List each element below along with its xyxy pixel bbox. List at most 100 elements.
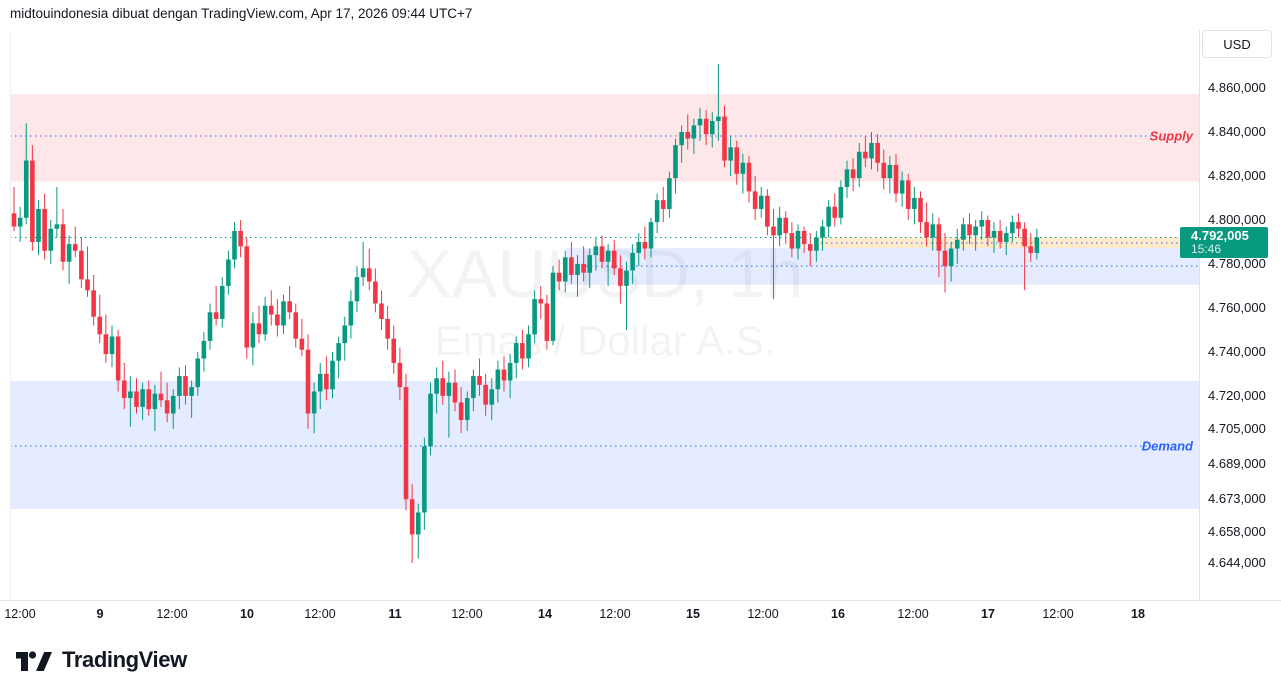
candle-body bbox=[703, 118, 709, 135]
candle-body bbox=[30, 160, 35, 242]
candle-body bbox=[660, 200, 666, 209]
candle-body bbox=[66, 244, 72, 262]
time-tick-label: 11 bbox=[388, 607, 402, 621]
candle-body bbox=[397, 362, 403, 388]
candle-body bbox=[562, 257, 568, 282]
candle-body bbox=[905, 180, 911, 209]
candle-body bbox=[403, 387, 409, 500]
candle-body bbox=[501, 369, 507, 381]
candle-body bbox=[997, 230, 1003, 242]
footer-bar: TradingView bbox=[0, 632, 1281, 688]
candle-body bbox=[801, 230, 807, 245]
candle-body bbox=[697, 118, 703, 126]
candle-body bbox=[728, 147, 733, 161]
candle-body bbox=[385, 318, 390, 339]
candle-body bbox=[673, 145, 678, 179]
candle-body bbox=[679, 131, 684, 146]
price-axis[interactable]: 4.860,000 4.840,000 4.820,000 4.800,000 4.78… bbox=[1199, 30, 1281, 625]
candle-body bbox=[783, 217, 789, 234]
candle-body bbox=[826, 206, 831, 227]
candle-body bbox=[226, 259, 231, 286]
currency-toggle-button[interactable]: USD bbox=[1202, 30, 1272, 58]
candle-body bbox=[250, 323, 256, 348]
price-tick-label: 4.760,000 bbox=[1208, 299, 1266, 315]
price-tick-label: 4.740,000 bbox=[1208, 343, 1266, 359]
candle-body bbox=[752, 191, 758, 209]
candle-body bbox=[342, 325, 348, 344]
candle-body bbox=[128, 391, 133, 399]
candle-body bbox=[238, 230, 243, 247]
time-tick-label: 12:00 bbox=[4, 607, 36, 621]
candle-body bbox=[336, 343, 341, 361]
candle-body bbox=[195, 358, 201, 388]
candle-body bbox=[550, 272, 556, 341]
candle-body bbox=[844, 169, 850, 187]
candle-body bbox=[924, 222, 929, 238]
candle-body bbox=[324, 373, 329, 390]
time-tick-label: 12:00 bbox=[451, 607, 483, 621]
candle-body bbox=[930, 224, 936, 238]
tradingview-logo[interactable]: TradingView bbox=[16, 647, 187, 673]
candle-body bbox=[287, 301, 292, 313]
candle-body bbox=[360, 268, 366, 278]
candle-body bbox=[495, 369, 501, 390]
tradingview-logo-text: TradingView bbox=[62, 647, 187, 672]
candle-body bbox=[152, 393, 158, 410]
candle-body bbox=[936, 224, 942, 251]
time-tick-label: 12:00 bbox=[747, 607, 779, 621]
candle-body bbox=[281, 301, 286, 326]
candle-body bbox=[409, 499, 415, 535]
price-tick-label: 4.644,000 bbox=[1208, 555, 1266, 570]
candle-body bbox=[856, 151, 862, 179]
candle-body bbox=[979, 219, 985, 227]
candle-body bbox=[685, 131, 691, 139]
candle-body bbox=[373, 281, 378, 304]
candle-body bbox=[134, 391, 139, 407]
time-tick-label: 17 bbox=[981, 607, 995, 621]
candle-body bbox=[899, 180, 905, 194]
candle-body bbox=[587, 255, 593, 273]
time-tick-label: 12:00 bbox=[599, 607, 631, 621]
candle-body bbox=[471, 376, 476, 399]
candle-body bbox=[820, 226, 825, 238]
candle-body bbox=[863, 151, 868, 159]
candle-body bbox=[189, 387, 194, 396]
candle-body bbox=[575, 263, 580, 275]
candle-body bbox=[624, 270, 629, 286]
candle-body bbox=[256, 323, 262, 335]
candle-body bbox=[219, 285, 225, 319]
candle-body bbox=[513, 343, 519, 363]
time-tick-label: 18 bbox=[1131, 607, 1145, 621]
candle-body bbox=[293, 312, 299, 339]
candle-body bbox=[746, 162, 752, 192]
time-tick-label: 12:00 bbox=[304, 607, 336, 621]
candle-body bbox=[630, 252, 635, 271]
candle-body bbox=[97, 316, 103, 335]
candle-body bbox=[556, 272, 562, 282]
candle-body bbox=[348, 301, 354, 326]
candle-body bbox=[434, 378, 439, 394]
candle-body bbox=[158, 393, 164, 401]
time-axis[interactable]: 12:00 9 12:00 10 12:00 11 12:00 14 12:00 15 12:00 1… bbox=[0, 600, 1281, 627]
candle-body bbox=[942, 250, 948, 267]
candle-body bbox=[379, 303, 384, 319]
candle-body bbox=[354, 277, 360, 302]
candle-body bbox=[489, 389, 495, 405]
candle-body bbox=[569, 257, 574, 275]
candle-body bbox=[422, 446, 427, 513]
candle-body bbox=[458, 402, 464, 421]
candle-body bbox=[311, 391, 317, 414]
chart-left-border bbox=[10, 30, 11, 600]
candle-body bbox=[814, 237, 819, 251]
time-tick-label: 9 bbox=[96, 607, 104, 621]
candle-body bbox=[415, 512, 421, 535]
candle-body bbox=[520, 343, 525, 359]
demand-zone-label: Demand bbox=[1142, 439, 1194, 454]
candle-body bbox=[60, 224, 66, 262]
candle-body bbox=[838, 186, 844, 218]
price-tick-label: 4.705,000 bbox=[1208, 420, 1266, 436]
candle-body bbox=[91, 290, 96, 317]
candle-body bbox=[391, 338, 397, 363]
candle-body bbox=[893, 164, 899, 194]
